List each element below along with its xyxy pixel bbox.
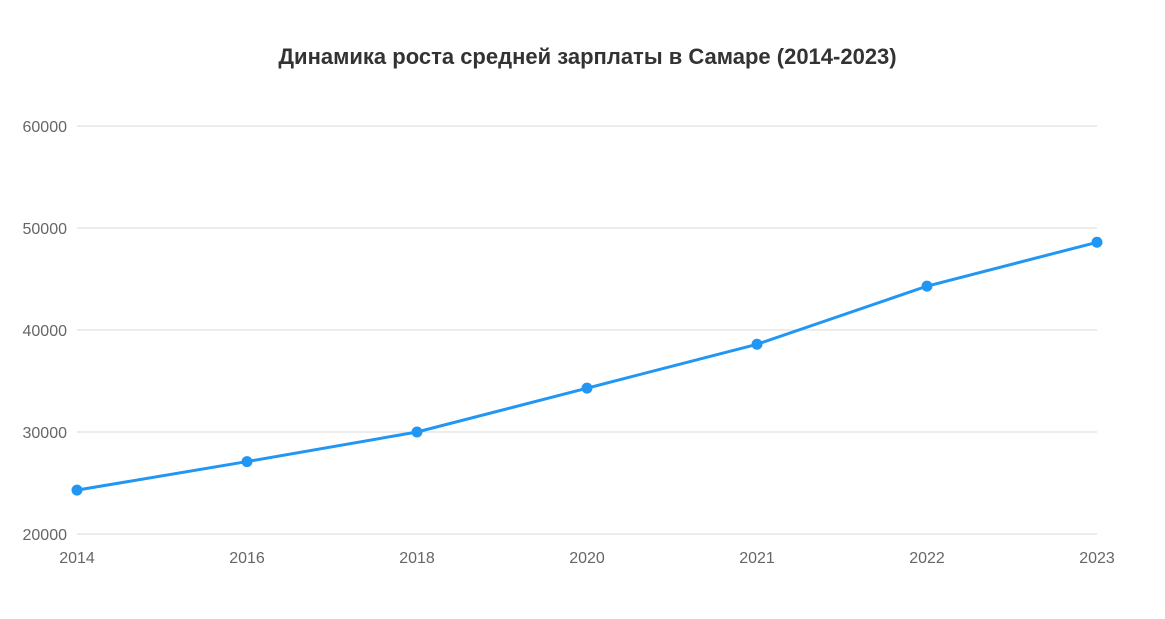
data-point[interactable]: [241, 456, 253, 468]
y-axis-ticks: 20000 30000 40000 50000 60000: [23, 119, 68, 544]
y-tick-label: 30000: [23, 425, 68, 442]
series-layer: [76, 240, 1098, 492]
y-tick-label: 20000: [23, 527, 68, 544]
x-axis-ticks: 2014 2016 2018 2020 2021 2022 2023: [59, 550, 1115, 567]
x-tick-label: 2014: [59, 550, 95, 567]
x-tick-label: 2022: [909, 550, 945, 567]
y-tick-label: 50000: [23, 221, 68, 238]
point-layer: [71, 236, 1103, 496]
data-point[interactable]: [1091, 236, 1103, 248]
series-line: [76, 240, 1098, 492]
y-tick-label: 60000: [23, 119, 68, 136]
y-tick-label: 40000: [23, 323, 68, 340]
x-tick-label: 2016: [229, 550, 265, 567]
data-point[interactable]: [751, 338, 763, 350]
x-tick-label: 2020: [569, 550, 605, 567]
grid-layer: [77, 125, 1097, 535]
data-point[interactable]: [921, 280, 933, 292]
x-tick-label: 2021: [739, 550, 775, 567]
data-point[interactable]: [71, 484, 83, 496]
chart-title: Динамика роста средней зарплаты в Самаре…: [278, 44, 897, 69]
data-point[interactable]: [581, 382, 593, 394]
x-tick-label: 2018: [399, 550, 435, 567]
x-tick-label: 2023: [1079, 550, 1115, 567]
data-point[interactable]: [411, 426, 423, 438]
